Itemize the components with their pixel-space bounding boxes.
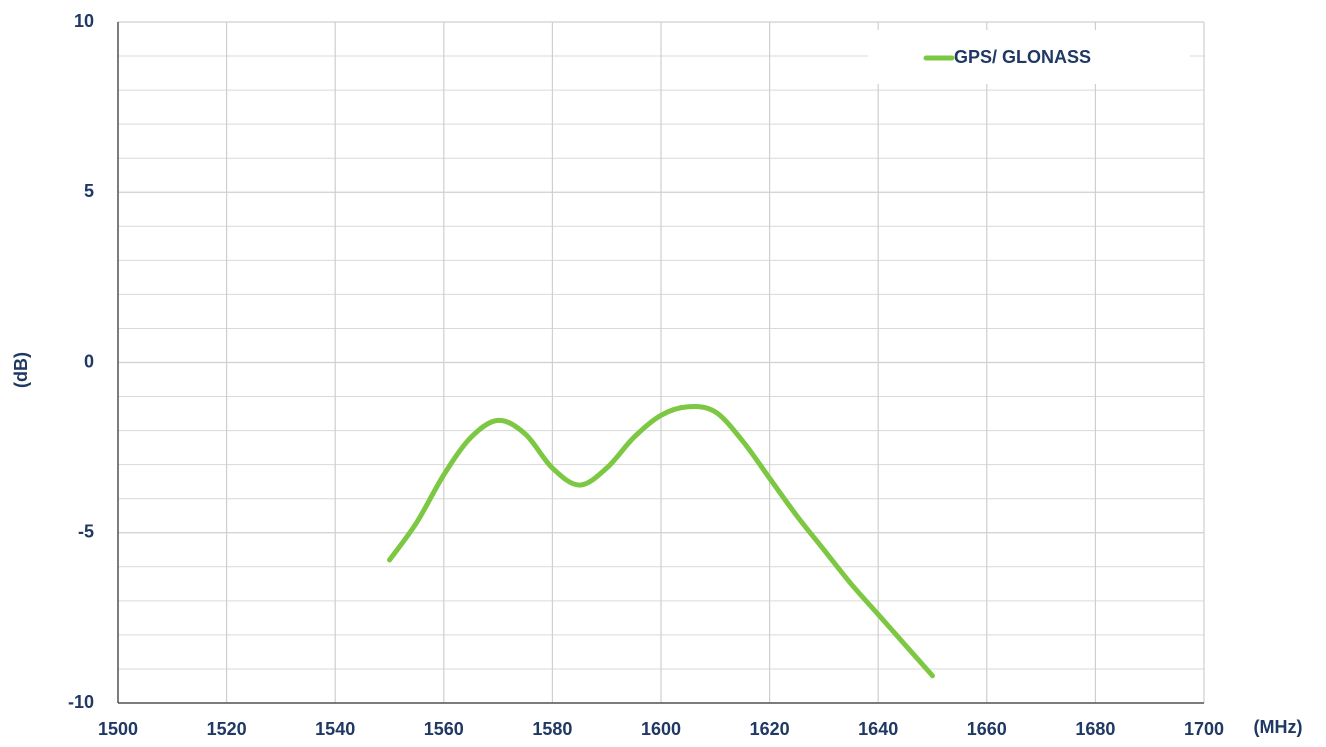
x-tick-label: 1560 [424,719,464,739]
data-line [387,404,935,679]
legend-label: GPS/ GLONASS [954,47,1091,67]
y-axis-label: (dB) [11,352,31,388]
y-tick-label: -5 [78,522,94,542]
y-tick-label: -10 [68,692,94,712]
x-tick-label: 1660 [967,719,1007,739]
x-tick-label: 1580 [532,719,572,739]
x-tick-label: 1620 [750,719,790,739]
x-tick-label: 1680 [1075,719,1115,739]
x-tick-label: 1640 [858,719,898,739]
y-tick-label: 10 [74,11,94,31]
x-tick-label: 1540 [315,719,355,739]
y-tick-label: 5 [84,181,94,201]
x-tick-label: 1520 [207,719,247,739]
y-tick-label: 0 [84,351,94,371]
legend-box [868,30,1190,84]
x-tick-label: 1500 [98,719,138,739]
x-axis-label: (MHz) [1254,717,1303,737]
x-tick-label: 1600 [641,719,681,739]
x-tick-label: 1700 [1184,719,1224,739]
